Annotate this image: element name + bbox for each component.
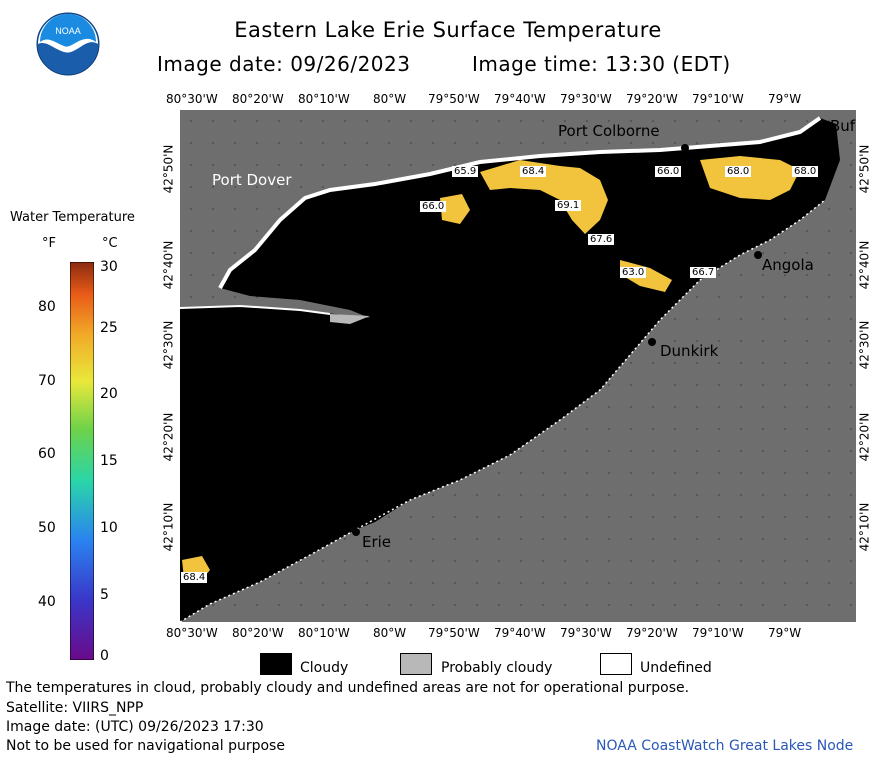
logo-text: NOAA <box>55 26 81 36</box>
lon-label-bottom: 79°40'W <box>494 626 546 640</box>
key-probably-cloudy-label: Probably cloudy <box>441 660 553 676</box>
legend-unit-f: °F <box>42 236 56 251</box>
temperature-color-bar <box>69 261 95 661</box>
place-buffalo: Buf <box>830 117 856 135</box>
lon-label-bottom: 80°30'W <box>166 626 218 640</box>
legend-c-tick: 30 <box>100 259 118 275</box>
legend-f-tick: 80 <box>38 299 56 315</box>
legend-c-tick: 0 <box>100 648 109 664</box>
temp-label: 69.1 <box>555 200 582 211</box>
city-marker-erie <box>352 528 360 536</box>
map-title: Eastern Lake Erie Surface Temperature <box>234 18 662 42</box>
key-cloudy-label: Cloudy <box>300 660 349 676</box>
legend-c-tick: 25 <box>100 320 118 336</box>
legend-f-tick: 70 <box>38 373 56 389</box>
place-angola: Angola <box>762 256 814 274</box>
image-time: Image time: 13:30 (EDT) <box>472 52 731 76</box>
footer-credit: NOAA CoastWatch Great Lakes Node <box>596 738 854 754</box>
temp-label: 65.9 <box>452 166 479 177</box>
key-probably-cloudy-swatch <box>400 653 432 675</box>
lat-label-right: 42°40'N <box>857 240 872 290</box>
temp-label: 67.6 <box>588 234 615 245</box>
lat-label-right: 42°10'N <box>857 502 872 552</box>
place-port-dover: Port Dover <box>212 171 292 189</box>
legend-f-tick: 60 <box>38 446 56 462</box>
city-marker-port-colborne <box>681 144 689 152</box>
place-dunkirk: Dunkirk <box>660 342 719 360</box>
footer-satellite: Satellite: VIIRS_NPP <box>6 700 144 716</box>
key-undefined-swatch <box>600 653 632 675</box>
temp-label: 68.4 <box>520 166 547 177</box>
lon-label-bottom: 79°20'W <box>626 626 678 640</box>
temp-label: 68.4 <box>181 572 208 583</box>
temp-label: 66.0 <box>420 201 447 212</box>
lat-label-left: 42°20'N <box>161 412 176 462</box>
key-cloudy-swatch <box>260 653 292 675</box>
temp-label: 63.0 <box>620 267 647 278</box>
footer-disclaimer: The temperatures in cloud, probably clou… <box>6 680 690 696</box>
lon-label-bottom: 79°10'W <box>692 626 744 640</box>
undefined-strip <box>179 304 331 315</box>
footer-navigation-note: Not to be used for navigational purpose <box>6 738 285 754</box>
south-shoreline <box>179 199 826 623</box>
lon-label-bottom: 79°30'W <box>560 626 612 640</box>
legend-c-tick: 10 <box>100 520 118 536</box>
legend-unit-c: °C <box>102 236 118 251</box>
lake-temperature-map <box>179 110 856 623</box>
lat-label-left: 42°10'N <box>161 502 176 552</box>
city-marker-buffalo <box>826 124 834 132</box>
lon-label-bottom: 80°20'W <box>232 626 284 640</box>
lat-label-right: 42°30'N <box>857 320 872 370</box>
lon-label-top: 80°W <box>373 92 407 106</box>
temp-label: 66.7 <box>690 267 717 278</box>
legend-c-tick: 5 <box>100 587 109 603</box>
noaa-logo: NOAA <box>36 12 100 76</box>
legend-title: Water Temperature <box>10 210 135 225</box>
lon-label-top: 80°20'W <box>232 92 284 106</box>
lon-label-top: 79°20'W <box>626 92 678 106</box>
key-undefined-label: Undefined <box>640 660 712 676</box>
footer-image-date-utc: Image date: (UTC) 09/26/2023 17:30 <box>6 719 264 735</box>
temp-label: 68.0 <box>792 166 819 177</box>
lat-label-right: 42°20'N <box>857 412 872 462</box>
place-port-colborne: Port Colborne <box>558 122 660 140</box>
lat-label-left: 42°50'N <box>161 144 176 194</box>
lon-label-top: 80°30'W <box>166 92 218 106</box>
lon-label-bottom: 79°50'W <box>428 626 480 640</box>
lake-cloud-area <box>180 118 840 622</box>
map-svg <box>179 110 856 623</box>
temp-label: 66.0 <box>655 166 682 177</box>
legend-f-tick: 40 <box>38 594 56 610</box>
temp-label: 68.0 <box>725 166 752 177</box>
lat-label-right: 42°50'N <box>857 144 872 194</box>
probably-cloudy-strip <box>330 314 370 324</box>
lon-label-bottom: 80°W <box>373 626 407 640</box>
city-marker-dunkirk <box>648 338 656 346</box>
lon-label-top: 79°30'W <box>560 92 612 106</box>
city-marker-angola <box>754 251 762 259</box>
lat-label-left: 42°30'N <box>161 320 176 370</box>
lon-label-top: 79°W <box>768 92 802 106</box>
lon-label-top: 79°50'W <box>428 92 480 106</box>
place-erie: Erie <box>362 533 392 551</box>
lon-label-bottom: 80°10'W <box>298 626 350 640</box>
legend-c-tick: 20 <box>100 386 118 402</box>
legend-c-tick: 15 <box>100 453 118 469</box>
lon-label-top: 79°10'W <box>692 92 744 106</box>
lon-label-top: 80°10'W <box>298 92 350 106</box>
warm-patch-north <box>480 160 608 234</box>
warm-patch-mid <box>440 194 470 224</box>
lon-label-top: 79°40'W <box>494 92 546 106</box>
legend-f-tick: 50 <box>38 520 56 536</box>
image-date: Image date: 09/26/2023 <box>157 52 411 76</box>
lat-label-left: 42°40'N <box>161 240 176 290</box>
lon-label-bottom: 79°W <box>768 626 802 640</box>
